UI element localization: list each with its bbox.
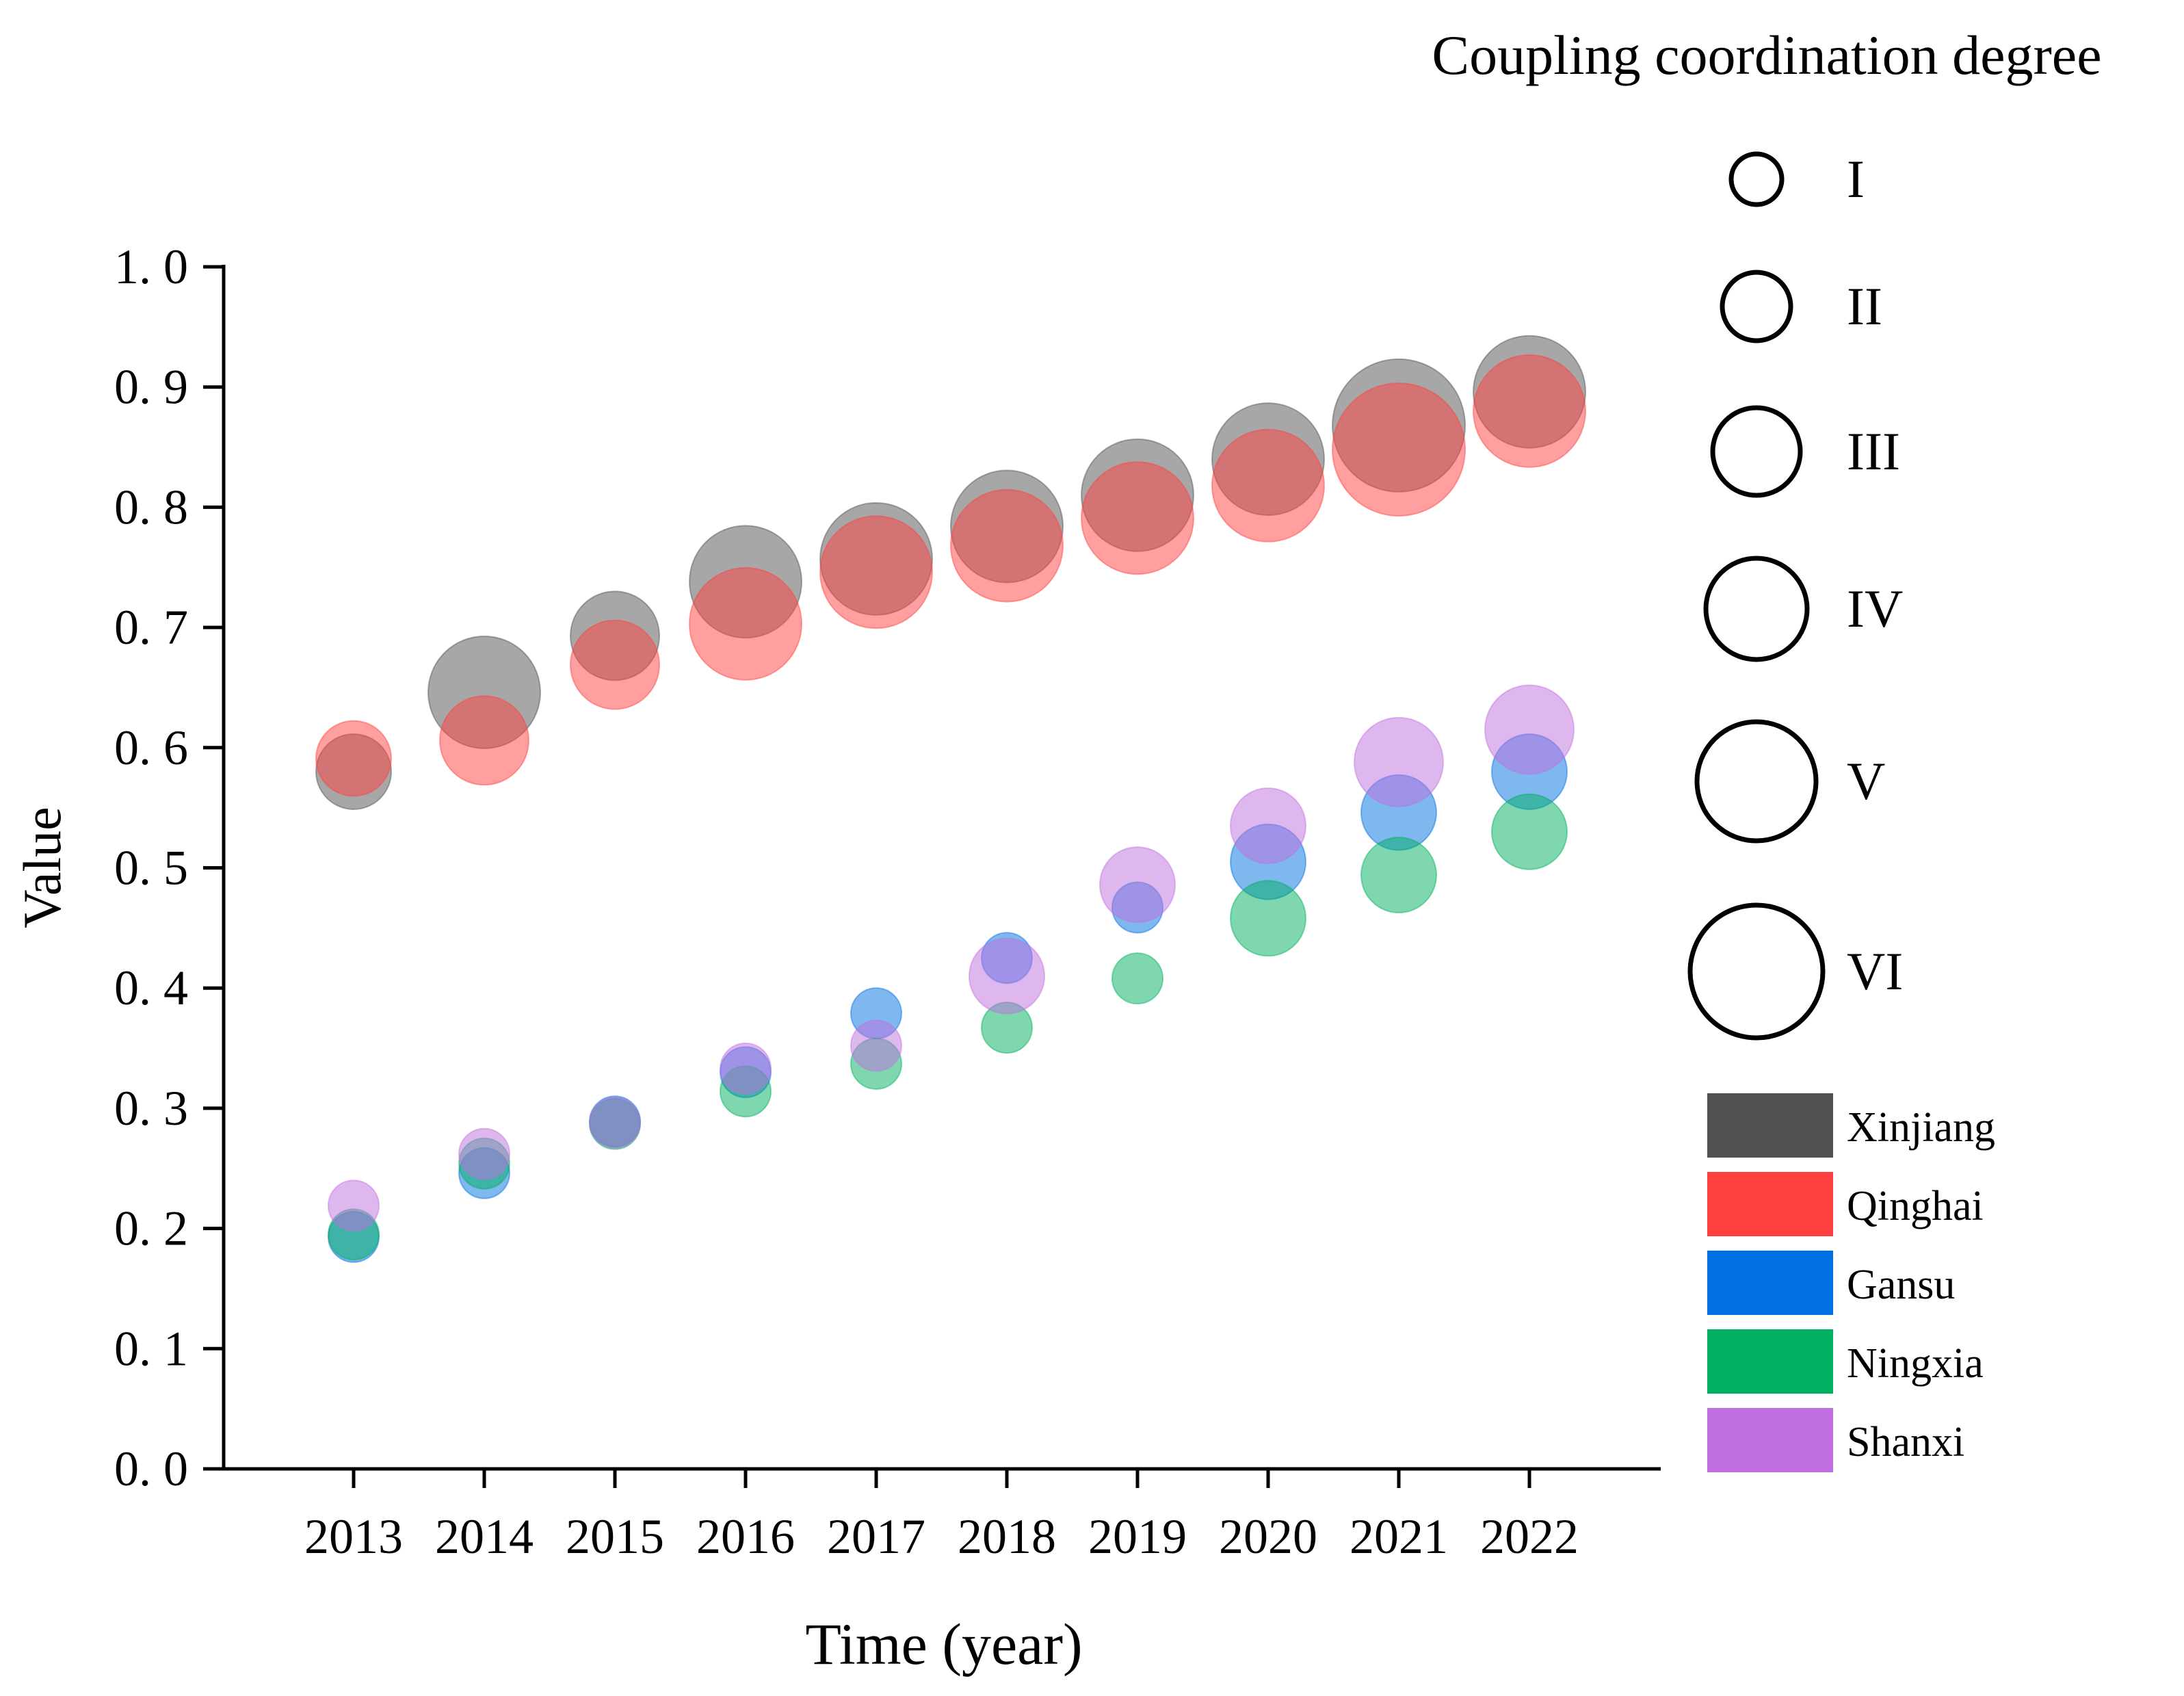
bubble-shanxi-2021 (1354, 716, 1444, 807)
y-tick-label: 0. 9 (114, 360, 188, 415)
size-legend-circle-V (1694, 719, 1819, 844)
x-tick-label: 2017 (827, 1509, 925, 1564)
legend-label-gansu: Gansu (1847, 1262, 1955, 1308)
x-axis-label: Time (year) (805, 1611, 1082, 1677)
bubble-qinghai-2022 (1473, 354, 1586, 468)
legend-swatch-qinghai (1707, 1172, 1833, 1236)
bubble-ningxia-2022 (1491, 793, 1568, 870)
bubble-qinghai-2017 (819, 515, 933, 629)
bubble-shanxi-2017 (850, 1019, 902, 1072)
legend-label-qinghai: Qinghai (1847, 1183, 1984, 1229)
y-tick-label: 0. 6 (114, 720, 188, 775)
series-ningxia (328, 793, 1568, 1261)
x-tick-label: 2013 (304, 1509, 403, 1564)
size-legend-title: Coupling coordination degree (1432, 24, 2101, 86)
series-shanxi (328, 684, 1575, 1232)
size-legend-label: V (1847, 751, 1885, 811)
legend-label-ningxia: Ningxia (1847, 1340, 1984, 1387)
legend-swatch-shanxi (1707, 1408, 1833, 1472)
legend-swatch-xinjiang (1707, 1093, 1833, 1158)
y-tick-label: 0. 3 (114, 1081, 188, 1136)
size-legend-circle-II (1720, 270, 1793, 343)
x-tick-label: 2018 (958, 1509, 1056, 1564)
size-legend-circle-IV (1703, 556, 1810, 662)
bubble-shanxi-2018 (969, 937, 1045, 1015)
series-qinghai (315, 354, 1586, 797)
bubble-qinghai-2016 (689, 566, 802, 681)
y-tick-label: 0. 1 (114, 1321, 188, 1376)
bubble-shanxi-2014 (458, 1127, 510, 1180)
bubbles-layer (315, 335, 1586, 1263)
bubble-shanxi-2015 (589, 1096, 641, 1149)
y-tick-label: 0. 0 (114, 1441, 188, 1496)
bubble-ningxia-2021 (1360, 837, 1437, 914)
x-tick-label: 2016 (696, 1509, 795, 1564)
legend-swatch-gansu (1707, 1251, 1833, 1315)
x-tick-label: 2015 (566, 1509, 664, 1564)
x-tick-label: 2014 (435, 1509, 534, 1564)
y-axis-label: Value (12, 807, 72, 928)
legend-swatch-ningxia (1707, 1329, 1833, 1394)
size-legend-circle-I (1728, 151, 1785, 207)
x-tick-label: 2022 (1480, 1509, 1579, 1564)
color-legend: Xinjiang Qinghai Gansu Ningxia Shanxi (1707, 1093, 1995, 1472)
y-tick-label: 0. 4 (114, 961, 188, 1015)
bubble-shanxi-2016 (720, 1042, 772, 1095)
bubble-qinghai-2019 (1081, 461, 1194, 575)
y-tick-label: 0. 2 (114, 1201, 188, 1256)
bubble-shanxi-2013 (328, 1179, 380, 1232)
x-ticks: 2013 2014 2015 2016 2017 2018 2019 2020 2021 2022 (304, 1469, 1579, 1564)
bubble-qinghai-2020 (1211, 428, 1325, 543)
size-legend-label: II (1847, 276, 1882, 336)
bubble-shanxi-2022 (1484, 684, 1575, 775)
bubble-ningxia-2020 (1230, 880, 1306, 957)
y-tick-label: 1. 0 (114, 239, 188, 294)
bubble-ningxia-2019 (1111, 952, 1163, 1005)
x-tick-label: 2019 (1088, 1509, 1187, 1564)
series-gansu (328, 733, 1568, 1263)
size-legend-label: I (1847, 149, 1865, 209)
axes-layer: 0. 0 0. 1 0. 2 0. 3 0. 4 0. 5 0. 6 0. 7 0. 8 0. 9… (12, 239, 1661, 1677)
y-tick-label: 0. 5 (114, 841, 188, 896)
bubble-qinghai-2014 (439, 695, 529, 786)
legend-label-shanxi: Shanxi (1847, 1419, 1964, 1465)
size-legend-circle-III (1710, 405, 1803, 498)
bubble-qinghai-2013 (315, 720, 392, 797)
size-legend-label: VI (1847, 941, 1903, 1001)
size-legend-circle-VI (1687, 902, 1826, 1041)
bubble-qinghai-2021 (1332, 382, 1466, 517)
bubble-qinghai-2015 (570, 619, 660, 710)
bubble-shanxi-2019 (1099, 846, 1176, 924)
legend-label-xinjiang: Xinjiang (1847, 1104, 1995, 1151)
x-tick-label: 2020 (1219, 1509, 1317, 1564)
bubble-shanxi-2020 (1230, 787, 1306, 865)
y-tick-label: 0. 7 (114, 600, 188, 655)
size-legend-label: III (1847, 421, 1900, 481)
x-tick-label: 2021 (1350, 1509, 1448, 1564)
y-ticks: 0. 0 0. 1 0. 2 0. 3 0. 4 0. 5 0. 6 0. 7 0. 8 0. 9… (114, 239, 224, 1496)
bubble-qinghai-2018 (950, 488, 1064, 603)
size-legend-label: IV (1847, 579, 1903, 638)
y-tick-label: 0. 8 (114, 480, 188, 534)
